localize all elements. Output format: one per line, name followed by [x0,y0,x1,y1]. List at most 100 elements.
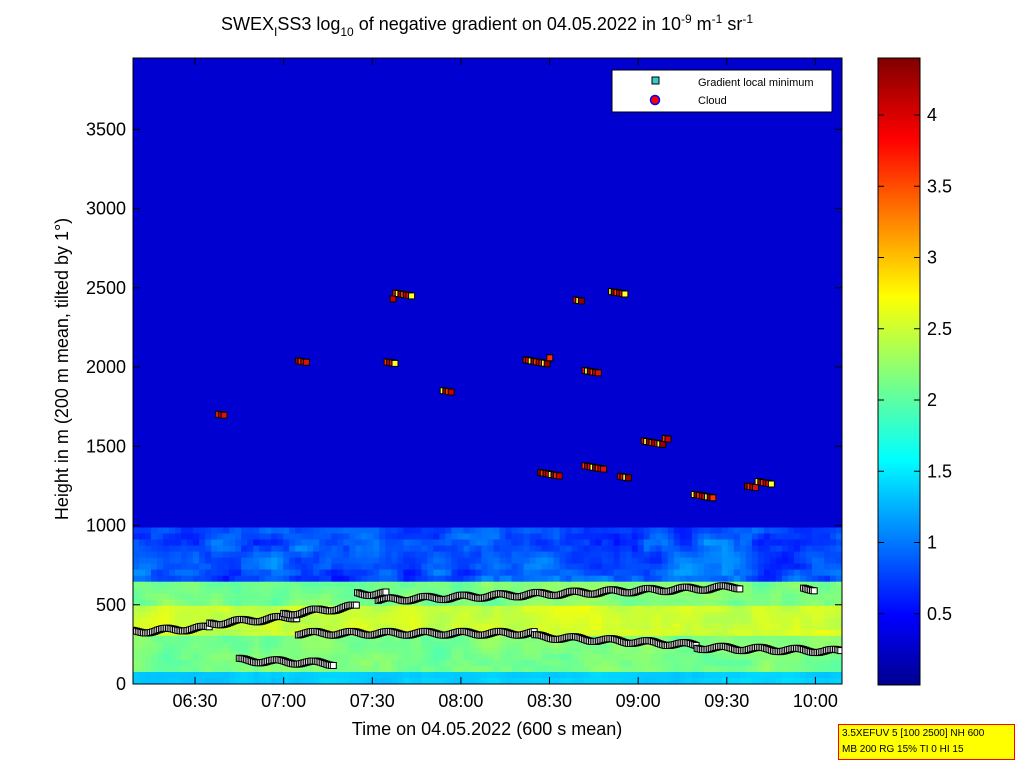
heatmap-cell [427,166,434,173]
heatmap-cell [836,82,842,89]
heatmap-cell [601,112,609,119]
heatmap-cell [577,244,585,252]
heatmap-cell [529,238,537,246]
heatmap-cell [181,196,188,203]
heatmap-cell [673,136,681,143]
heatmap-cell [481,130,489,137]
heatmap-cell [487,82,495,89]
heatmap-cell [343,94,350,101]
heatmap-cell [247,112,254,119]
heatmap-cell [421,220,428,228]
heatmap-cell [499,70,507,77]
heatmap-cell [529,262,537,270]
heatmap-cell [727,274,735,282]
heatmap-cell [451,208,458,216]
heatmap-cell [307,310,314,318]
heatmap-cell [277,142,284,149]
heatmap-cell [655,154,663,161]
heatmap-cell [559,178,567,185]
heatmap-cell [836,250,842,258]
heatmap-cell [379,112,386,119]
heatmap-cell [301,64,308,71]
heatmap-cell [721,64,729,71]
heatmap-cell [553,88,561,95]
heatmap-cell [583,268,591,276]
heatmap-cell [457,214,465,222]
heatmap-cell [781,58,789,65]
heatmap-cell [775,268,783,276]
heatmap-cell [787,58,795,65]
heatmap-cell [559,286,567,294]
heatmap-cell [427,304,434,312]
heatmap-cell [481,226,489,234]
heatmap-cell [769,178,777,185]
heatmap-cell [217,76,224,83]
heatmap-cell [139,148,146,155]
heatmap-cell [331,178,338,185]
heatmap-cell [151,250,158,258]
heatmap-cell [499,304,507,312]
heatmap-cell [217,244,224,252]
heatmap-cell [337,310,344,318]
heatmap-cell [812,190,819,197]
heatmap-cell [139,124,146,131]
heatmap-cell [565,106,573,113]
heatmap-cell [277,172,284,179]
heatmap-cell [517,118,525,125]
heatmap-cell [619,238,627,246]
heatmap-cell [421,94,428,101]
heatmap-cell [745,238,753,246]
heatmap-cell [793,304,801,312]
heatmap-cell [763,202,771,210]
heatmap-cell [187,76,194,83]
heatmap-cell [511,142,519,149]
heatmap-cell [685,64,693,71]
heatmap-cell [235,76,242,83]
heatmap-cell [757,136,765,143]
heatmap-cell [241,64,248,71]
heatmap-cell [313,220,320,228]
heatmap-cell [649,154,657,161]
heatmap-cell [625,172,633,179]
heatmap-cell [595,190,603,197]
heatmap-cell [403,82,410,89]
heatmap-cell [571,142,579,149]
heatmap-cell [487,112,495,119]
heatmap-cell [151,58,158,65]
heatmap-cell [751,250,759,258]
heatmap-cell [535,70,543,77]
heatmap-cell [379,82,386,89]
heatmap-cell [247,124,254,131]
heatmap-cell [523,232,531,240]
heatmap-cell [439,58,446,65]
heatmap-cell [361,118,368,125]
heatmap-cell [661,202,669,210]
heatmap-cell [751,220,759,228]
heatmap-cell [818,130,825,137]
heatmap-cell [253,166,260,173]
heatmap-cell [727,64,735,71]
heatmap-cell [709,256,717,264]
heatmap-cell [373,286,380,294]
heatmap-cell [433,82,440,89]
heatmap-cell [523,136,531,143]
heatmap-cell [499,274,507,282]
heatmap-cell [307,256,314,264]
heatmap-cell [667,166,675,173]
heatmap-cell [595,208,603,216]
heatmap-cell [469,124,477,131]
heatmap-cell [739,226,747,234]
heatmap-cell [493,298,501,306]
heatmap-cell [235,166,242,173]
heatmap-cell [812,268,819,276]
heatmap-cell [469,70,477,77]
heatmap-cell [439,136,446,143]
heatmap-cell [439,184,446,191]
heatmap-cell [715,112,723,119]
heatmap-cell [553,220,561,228]
heatmap-cell [775,256,783,264]
heatmap-cell [163,244,170,252]
heatmap-cell [715,202,723,210]
heatmap-cell [283,106,290,113]
heatmap-cell [751,274,759,282]
